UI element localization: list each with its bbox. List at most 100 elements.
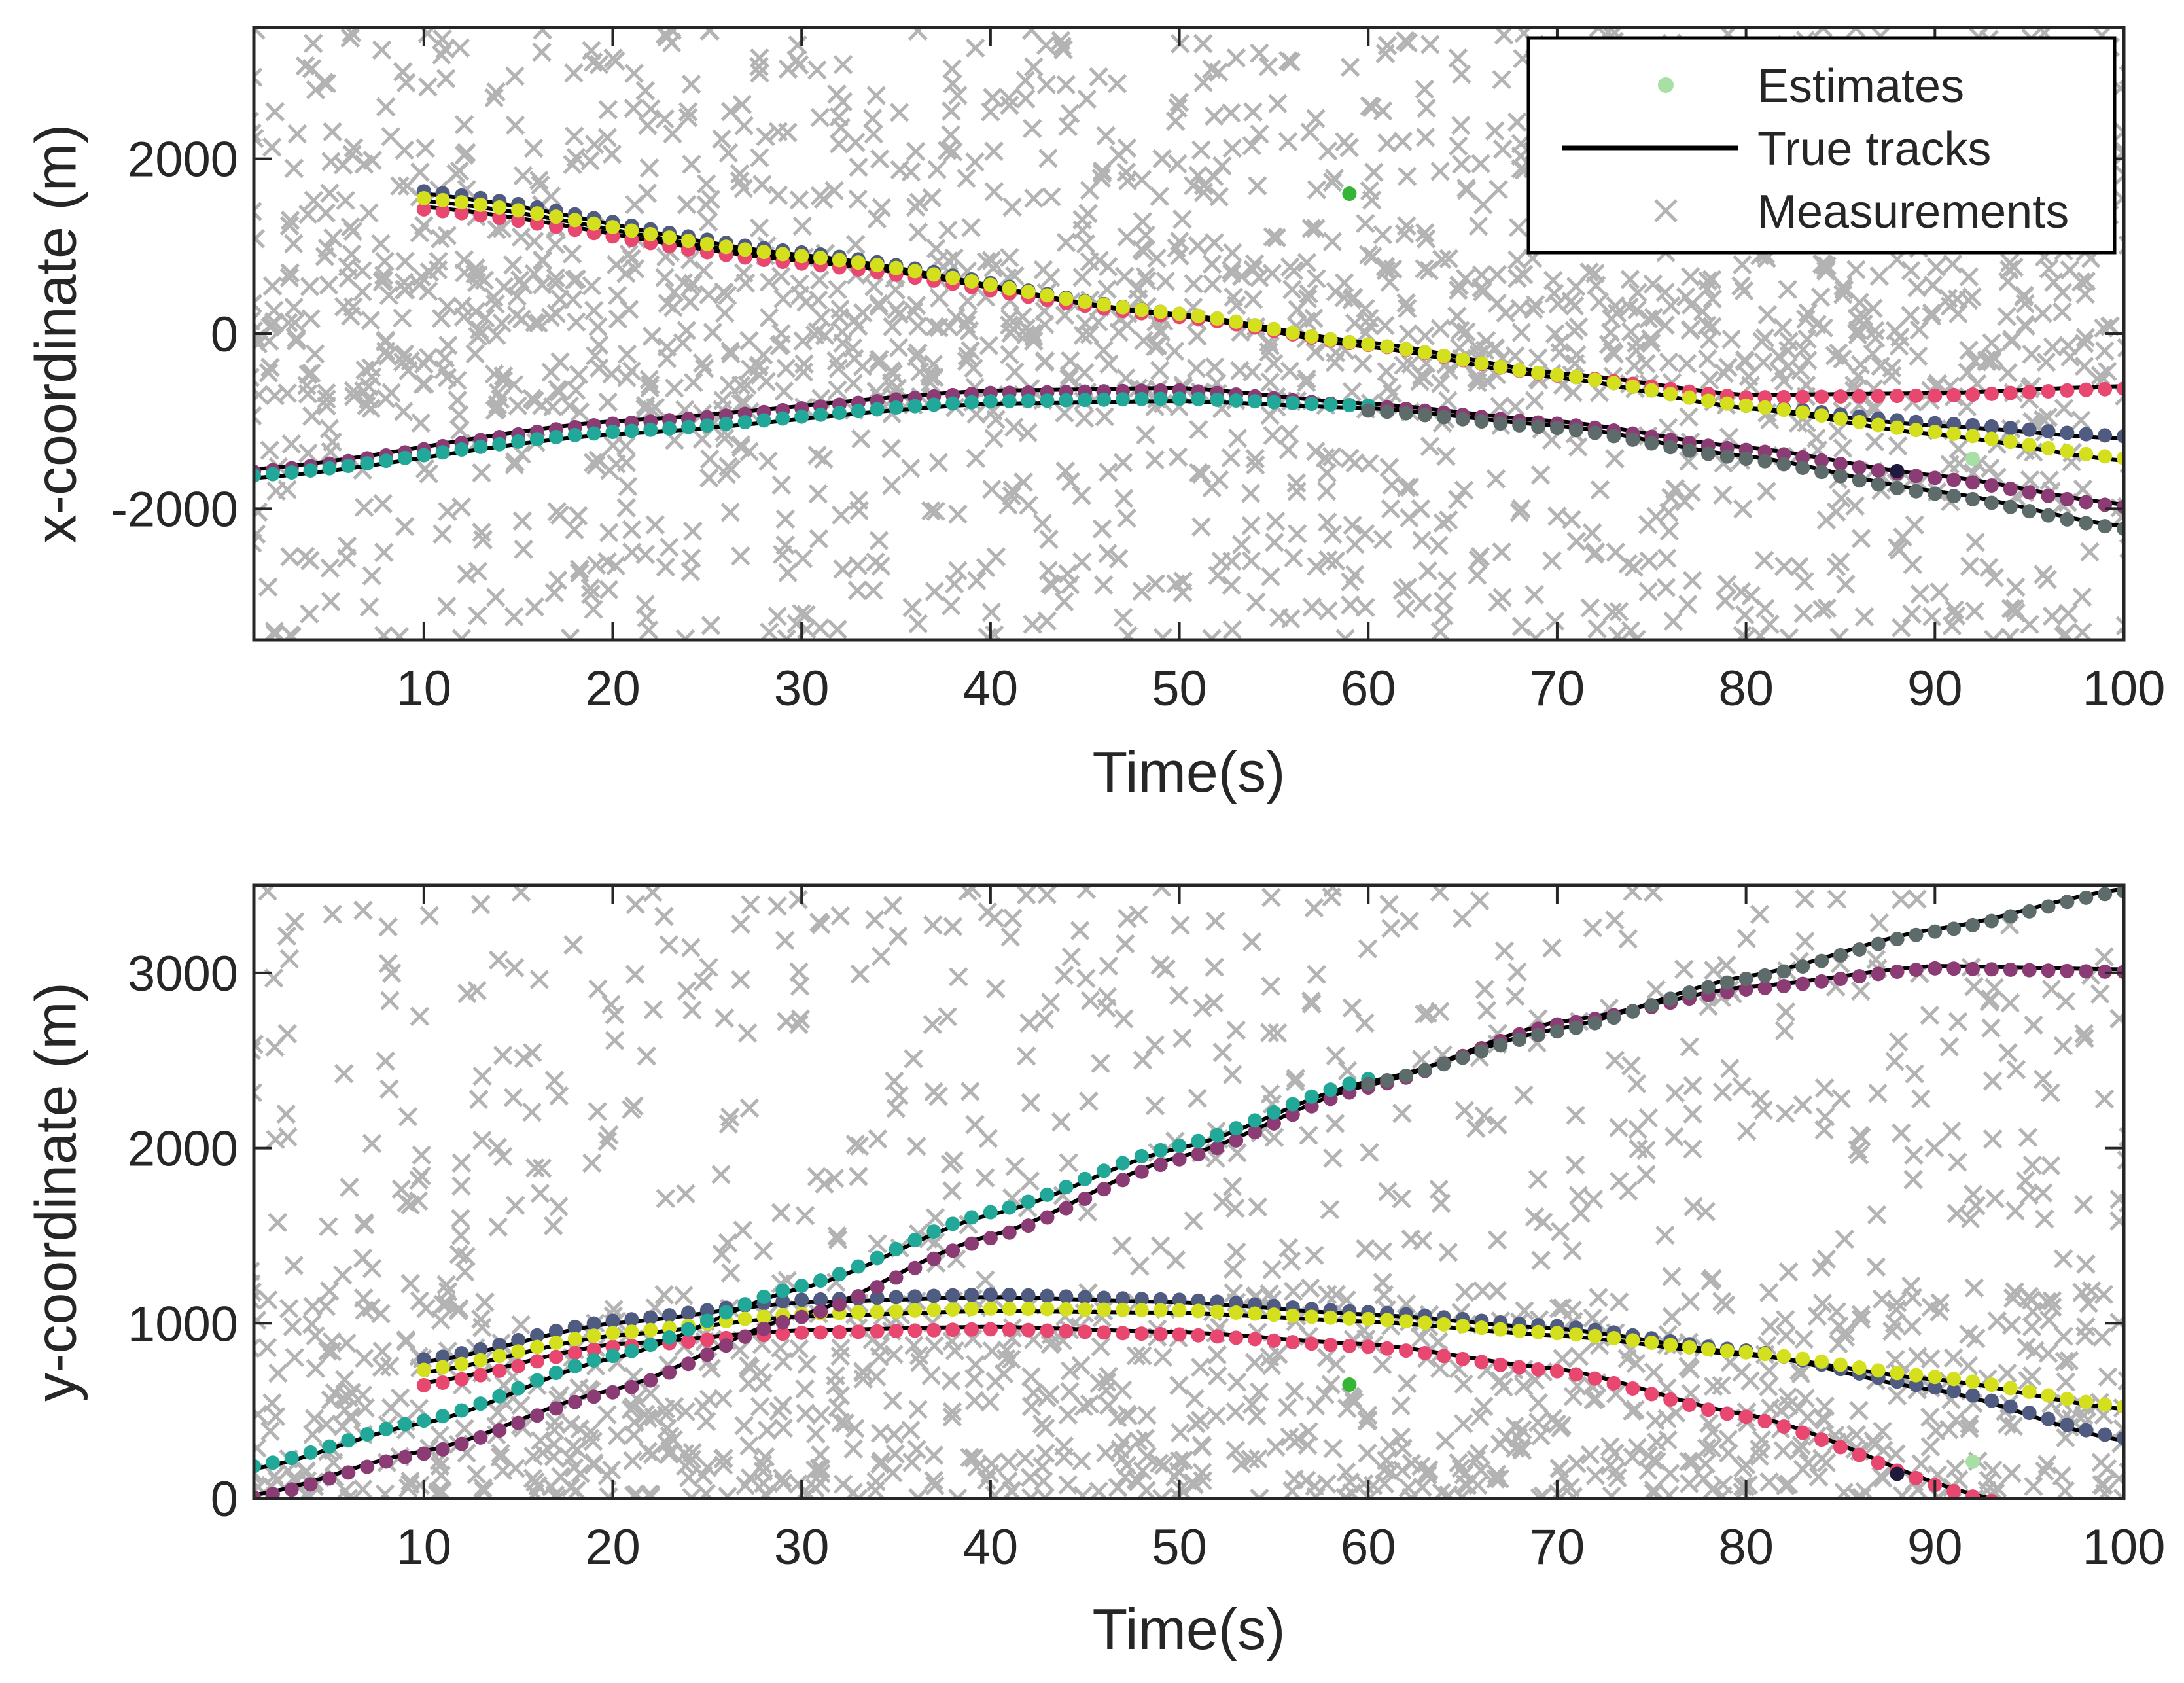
measurement-marker bbox=[1674, 959, 1694, 980]
estimate-marker bbox=[1946, 1383, 1962, 1398]
estimate-marker bbox=[492, 436, 507, 452]
measurement-marker bbox=[1814, 318, 1834, 338]
measurement-marker bbox=[2020, 614, 2039, 635]
measurement-marker bbox=[1356, 1239, 1375, 1259]
estimate-marker bbox=[1757, 1347, 1772, 1362]
estimate-marker bbox=[662, 1330, 677, 1345]
measurement-marker bbox=[965, 38, 985, 58]
estimate-marker bbox=[1682, 390, 1697, 405]
measurement-marker bbox=[2054, 399, 2074, 418]
estimate-marker bbox=[1115, 1302, 1130, 1317]
estimate-marker bbox=[1002, 1322, 1017, 1337]
measurement-marker bbox=[1627, 1074, 1647, 1093]
estimate-marker bbox=[341, 459, 356, 474]
measurement-marker bbox=[448, 370, 467, 391]
measurement-marker bbox=[1909, 346, 1928, 366]
measurement-marker bbox=[1242, 135, 1262, 156]
estimate-marker bbox=[1871, 389, 1886, 404]
estimate-marker bbox=[1474, 414, 1489, 429]
measurement-marker bbox=[767, 606, 787, 626]
measurement-marker bbox=[771, 475, 792, 495]
measurement-marker bbox=[792, 216, 813, 236]
measurement-marker bbox=[1488, 1115, 1507, 1135]
measurement-marker bbox=[1923, 275, 1943, 295]
estimate-marker bbox=[1984, 1377, 1999, 1392]
measurement-marker bbox=[1279, 424, 1299, 444]
estimate-marker bbox=[435, 1360, 450, 1375]
measurement-marker bbox=[343, 221, 363, 241]
estimate-marker bbox=[1398, 1314, 1413, 1329]
measurement-marker bbox=[696, 174, 716, 194]
estimate-marker bbox=[889, 1290, 904, 1305]
measurement-marker bbox=[467, 1464, 486, 1484]
measurement-marker bbox=[1550, 1222, 1570, 1241]
measurement-marker bbox=[1665, 1083, 1685, 1103]
estimate-marker bbox=[1814, 389, 1829, 404]
measurement-marker bbox=[986, 547, 1006, 567]
estimate-marker bbox=[1852, 942, 1867, 957]
estimate-marker bbox=[1965, 452, 1981, 467]
measurement-marker bbox=[1965, 532, 1985, 552]
estimate-marker bbox=[1700, 1402, 1716, 1417]
estimate-marker bbox=[1474, 1044, 1489, 1059]
estimate-marker bbox=[945, 1216, 960, 1231]
measurement-marker bbox=[829, 134, 849, 154]
estimate-marker bbox=[1172, 1292, 1187, 1307]
measurement-marker bbox=[1324, 168, 1345, 188]
measurement-marker bbox=[1867, 1205, 1887, 1225]
measurement-marker bbox=[1326, 551, 1346, 571]
measurement-marker bbox=[389, 627, 410, 640]
measurement-marker bbox=[1999, 253, 2020, 273]
measurement-marker bbox=[338, 257, 358, 277]
measurement-marker bbox=[1848, 325, 1868, 345]
measurement-marker bbox=[1378, 1182, 1398, 1201]
measurement-marker bbox=[1222, 1177, 1242, 1197]
measurement-marker bbox=[1828, 421, 1848, 441]
estimate-marker bbox=[1852, 389, 1867, 404]
estimate-marker bbox=[567, 1319, 582, 1334]
estimate-marker bbox=[1002, 281, 1017, 296]
measurement-marker bbox=[1433, 513, 1453, 533]
measurement-marker bbox=[1151, 322, 1171, 342]
measurement-marker bbox=[1261, 1355, 1282, 1375]
estimate-marker bbox=[2003, 385, 2018, 400]
estimate-marker bbox=[530, 216, 545, 231]
measurement-marker bbox=[1150, 1236, 1171, 1256]
measurement-marker bbox=[1091, 1054, 1110, 1074]
measurement-marker bbox=[2094, 1089, 2115, 1109]
measurement-marker bbox=[1492, 69, 1511, 90]
measurement-marker bbox=[1051, 1112, 1071, 1132]
measurement-marker bbox=[298, 443, 318, 463]
measurement-marker bbox=[775, 509, 796, 529]
measurement-marker bbox=[1415, 223, 1435, 243]
measurement-marker bbox=[1226, 48, 1246, 68]
measurement-marker bbox=[1080, 325, 1100, 344]
measurement-marker bbox=[2080, 542, 2100, 562]
estimate-marker bbox=[1342, 1338, 1357, 1353]
measurement-marker bbox=[1134, 330, 1154, 351]
measurement-marker bbox=[2094, 947, 2114, 966]
measurement-marker bbox=[359, 597, 379, 617]
measurement-marker bbox=[1448, 48, 1468, 68]
measurement-marker bbox=[1070, 921, 1090, 940]
measurement-marker bbox=[1982, 1129, 2003, 1149]
measurement-marker bbox=[1400, 912, 1419, 931]
estimate-marker bbox=[983, 1231, 998, 1246]
measurement-marker bbox=[925, 1476, 945, 1496]
estimate-marker bbox=[1871, 477, 1886, 492]
measurement-marker bbox=[1798, 350, 1818, 370]
measurement-marker bbox=[1473, 1281, 1492, 1301]
measurement-marker bbox=[943, 74, 962, 94]
measurement-marker bbox=[1658, 1430, 1678, 1450]
measurement-marker bbox=[1580, 1445, 1600, 1464]
measurement-marker bbox=[1940, 454, 1960, 474]
measurement-marker bbox=[400, 1273, 421, 1294]
measurement-marker bbox=[544, 1434, 564, 1454]
measurement-marker bbox=[524, 232, 544, 251]
measurement-marker bbox=[1042, 187, 1061, 207]
estimate-marker bbox=[851, 255, 866, 270]
estimate-marker bbox=[1172, 391, 1187, 406]
estimate-marker bbox=[1436, 349, 1451, 364]
measurement-marker bbox=[1582, 523, 1602, 543]
measurement-marker bbox=[1714, 363, 1734, 383]
